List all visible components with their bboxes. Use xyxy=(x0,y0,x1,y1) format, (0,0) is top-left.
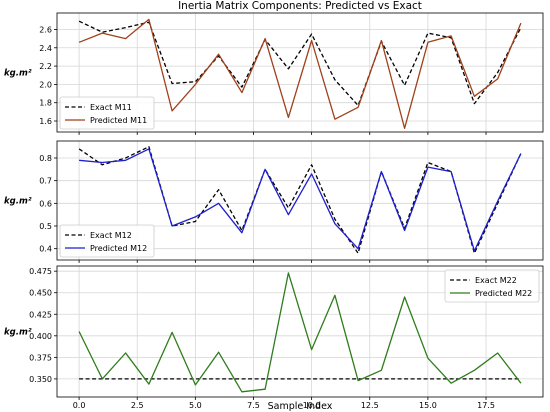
legend-box xyxy=(59,96,155,130)
y-tick-label: 0.4 xyxy=(39,245,52,254)
y-tick-label: 2.6 xyxy=(39,25,52,34)
x-tick-label: 2.5 xyxy=(131,401,144,410)
series-line-predicted-m12 xyxy=(79,148,522,252)
series-line-predicted-m11 xyxy=(78,18,522,129)
legend-entry: Predicted M12 xyxy=(90,244,147,253)
series-line-predicted-m22 xyxy=(78,272,522,393)
series-line-exact-m11 xyxy=(78,20,522,107)
x-tick-label: 7.5 xyxy=(247,401,260,410)
legend: Exact M12 Predicted M12 xyxy=(59,224,155,258)
y-tick-label: 1.6 xyxy=(39,117,52,126)
y-tick-label: 0.8 xyxy=(39,154,52,163)
y-tick-label: 2.2 xyxy=(39,62,52,71)
panel-frame xyxy=(56,265,544,398)
y-axis-label: kg.m² xyxy=(4,69,32,79)
legend-entry: Exact M11 xyxy=(90,103,132,112)
legend-box xyxy=(59,224,155,258)
x-tick-label: 12.5 xyxy=(361,401,379,410)
y-tick-label: 0.7 xyxy=(39,177,52,186)
legend-entry: Predicted M11 xyxy=(90,116,147,125)
y-tick-label: 0.450 xyxy=(29,289,52,298)
x-tick-label: 5.0 xyxy=(189,401,202,410)
x-tick-label: 15.0 xyxy=(419,401,437,410)
y-tick-label: 2.4 xyxy=(39,44,52,53)
x-tick-label: 0.0 xyxy=(73,401,86,410)
y-axis-label: kg.m² xyxy=(4,328,32,338)
x-tick-label: 17.5 xyxy=(477,401,495,410)
y-axis-label: kg.m² xyxy=(4,197,32,207)
x-axis-label: Sample Index xyxy=(268,401,333,412)
y-tick-label: 0.400 xyxy=(29,332,52,341)
chart-title: Inertia Matrix Components: Predicted vs … xyxy=(178,0,422,12)
y-tick-label: 0.375 xyxy=(29,353,52,362)
panel-3: 0.350 0.375 0.400 0.425 0.450 0.475 0.0 2.5 5.0 7… xyxy=(4,265,544,410)
y-tick-label: 0.350 xyxy=(29,375,52,384)
panel-1: 1.6 1.8 2.0 2.2 2.4 2.6 kg.m² Exact M11 Predicte… xyxy=(4,12,544,135)
x-tick-label: 10.0 xyxy=(303,401,321,410)
chart-panels: 1.6 1.8 2.0 2.2 2.4 2.6 kg.m² Exact M11 Predicte… xyxy=(4,12,544,410)
legend-entry: Exact M12 xyxy=(90,231,132,240)
panel-2: 0.4 0.5 0.6 0.7 0.8 kg.m² Exact M12 Predicted M… xyxy=(4,140,544,263)
legend-entry: Exact M22 xyxy=(475,276,517,285)
y-tick-label: 0.475 xyxy=(29,267,52,276)
legend-box xyxy=(444,269,540,303)
panel-frame xyxy=(56,12,544,133)
panel-frame xyxy=(56,140,544,261)
y-tick-label: 2.0 xyxy=(39,80,52,89)
legend-entry: Predicted M22 xyxy=(475,289,532,298)
legend: Exact M11 Predicted M11 xyxy=(59,96,155,130)
y-tick-label: 0.6 xyxy=(39,199,52,208)
legend: Exact M22 Predicted M22 xyxy=(444,269,540,303)
y-tick-label: 1.8 xyxy=(39,99,52,108)
y-tick-label: 0.5 xyxy=(39,222,52,231)
y-tick-label: 0.425 xyxy=(29,310,52,319)
